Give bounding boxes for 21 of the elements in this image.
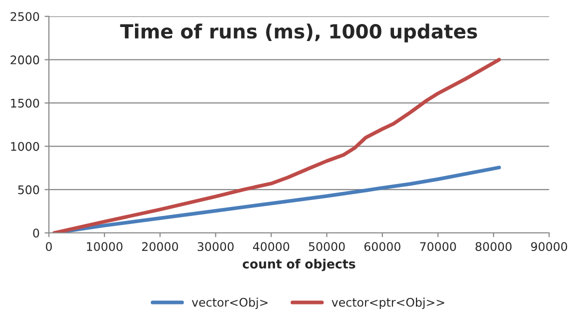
y-tick-label: 500 [18, 185, 40, 194]
x-tick-label: 90000 [531, 242, 568, 252]
x-tick-label: 30000 [198, 242, 234, 252]
x-tick-label: 40000 [253, 242, 290, 252]
y-tick-label: 1500 [11, 98, 40, 108]
x-tick-label: 10000 [86, 242, 122, 252]
chart-title: Time of runs (ms), 1000 updates [120, 24, 478, 42]
x-tick-label: 80000 [476, 242, 512, 252]
y-tick-label: 0 [33, 228, 40, 238]
y-tick-label: 2000 [10, 55, 40, 64]
x-tick-label: 20000 [142, 242, 178, 252]
line-series [52, 58, 501, 233]
legend-label: vector<Obj> [192, 298, 268, 310]
legend-label: vector<ptr<Obj>> [332, 298, 444, 310]
x-axis-title: count of objects [242, 258, 356, 272]
x-tick-label: 60000 [364, 242, 400, 252]
x-tick-label: 0 [46, 242, 52, 252]
x-tick-label: 50000 [308, 242, 345, 252]
y-tick-label: 2500 [10, 12, 40, 22]
y-tick-label: 1000 [11, 142, 40, 151]
x-tick-label: 70000 [420, 242, 456, 252]
